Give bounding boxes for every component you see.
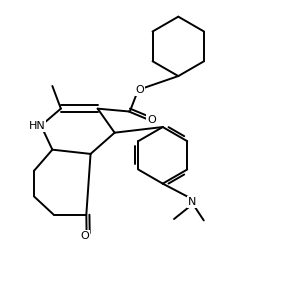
Text: O: O [136, 85, 144, 95]
Text: HN: HN [28, 120, 45, 131]
Text: O: O [147, 115, 156, 125]
Text: N: N [188, 197, 197, 207]
Text: O: O [81, 231, 89, 241]
